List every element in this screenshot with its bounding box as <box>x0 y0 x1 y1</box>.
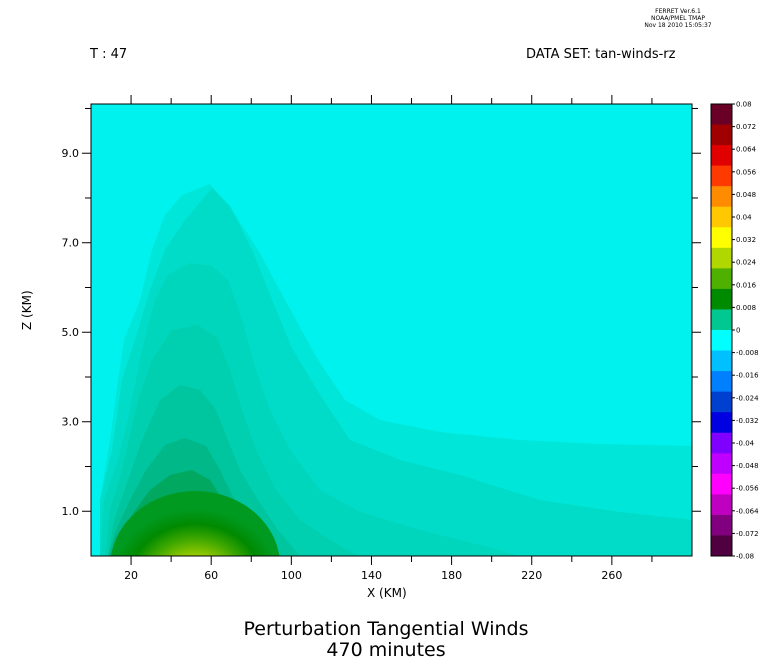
colorbar-label-1: 0.072 <box>736 123 756 131</box>
colorbar-label-4: 0.048 <box>736 191 756 199</box>
colorbar-swatch-1 <box>711 124 732 146</box>
colorbar-label-20: -0.08 <box>736 553 754 561</box>
x-axis-label: X (KM) <box>367 586 407 600</box>
colorbar-swatch-5 <box>711 206 732 228</box>
colorbar-label-2: 0.064 <box>736 146 757 154</box>
y-tick-label-0: 1.0 <box>62 505 80 518</box>
x-tick-label-180: 180 <box>441 569 462 582</box>
colorbar-swatch-18 <box>711 473 732 495</box>
colorbar-label-6: 0.032 <box>736 236 756 244</box>
colorbar-label-14: -0.032 <box>736 417 759 425</box>
x-tick-label-140: 140 <box>361 569 382 582</box>
colorbar-swatch-17 <box>711 453 732 475</box>
stamp-line-2: NOAA/PMEL TMAP <box>651 15 705 22</box>
colorbar-label-8: 0.016 <box>736 281 757 289</box>
colorbar-label-12: -0.016 <box>736 372 759 380</box>
colorbar-swatch-21 <box>711 535 732 557</box>
colorbar-swatch-7 <box>711 247 732 269</box>
colorbar-label-18: -0.064 <box>736 507 759 515</box>
colorbar-label-9: 0.008 <box>736 304 756 312</box>
stamp-line-3: Nov 18 2010 15:05:37 <box>644 22 712 29</box>
x-tick-label-100: 100 <box>281 569 302 582</box>
colorbar-swatch-14 <box>711 391 732 413</box>
colorbar-swatch-2 <box>711 145 732 167</box>
colorbar-label-11: -0.008 <box>736 349 759 357</box>
colorbar-swatch-11 <box>711 330 732 352</box>
colorbar-swatch-10 <box>711 309 732 331</box>
colorbar-swatch-8 <box>711 268 732 290</box>
colorbar-swatch-15 <box>711 412 732 434</box>
colorbar-swatch-4 <box>711 186 732 208</box>
peak-core <box>110 491 280 556</box>
y-tick-label-1: 3.0 <box>62 416 80 429</box>
x-tick-label-60: 60 <box>204 569 218 582</box>
colorbar-swatch-19 <box>711 494 732 516</box>
colorbar-label-17: -0.056 <box>736 485 759 493</box>
colorbar-label-15: -0.04 <box>736 440 755 448</box>
y-tick-label-4: 9.0 <box>62 147 80 160</box>
chart-subtitle: 470 minutes <box>326 639 446 661</box>
colorbar-label-19: -0.072 <box>736 530 759 538</box>
dataset-label: DATA SET: tan-winds-rz <box>526 47 676 62</box>
colorbar-label-0: 0.08 <box>736 101 752 109</box>
colorbar-swatch-13 <box>711 371 732 393</box>
colorbar-swatch-12 <box>711 350 732 372</box>
plot-frame <box>90 103 693 557</box>
colorbar-label-16: -0.048 <box>736 462 759 470</box>
colorbar-label-10: 0 <box>736 327 740 335</box>
colorbar-swatch-16 <box>711 432 732 454</box>
colorbar-swatch-0 <box>711 104 732 126</box>
y-axis-label: Z (KM) <box>20 290 34 330</box>
colorbar-swatch-20 <box>711 514 732 536</box>
colorbar-swatch-6 <box>711 227 732 249</box>
colorbar-label-7: 0.024 <box>736 259 757 267</box>
time-label: T : 47 <box>90 47 128 62</box>
x-tick-label-260: 260 <box>601 569 622 582</box>
ferret-stamp: FERRET Ver.6.1 NOAA/PMEL TMAP Nov 18 201… <box>628 8 728 29</box>
stamp-line-1: FERRET Ver.6.1 <box>655 8 701 15</box>
colorbar-label-5: 0.04 <box>736 214 752 222</box>
x-tick-label-220: 220 <box>521 569 542 582</box>
chart-title: Perturbation Tangential Winds <box>243 618 529 640</box>
colorbar-label-3: 0.056 <box>736 168 757 176</box>
x-tick-label-20: 20 <box>124 569 138 582</box>
colorbar-swatch-3 <box>711 165 732 187</box>
y-tick-label-2: 5.0 <box>62 326 80 339</box>
colorbar-label-13: -0.024 <box>736 394 759 402</box>
y-tick-label-3: 7.0 <box>62 237 80 250</box>
colorbar-swatch-9 <box>711 288 732 310</box>
